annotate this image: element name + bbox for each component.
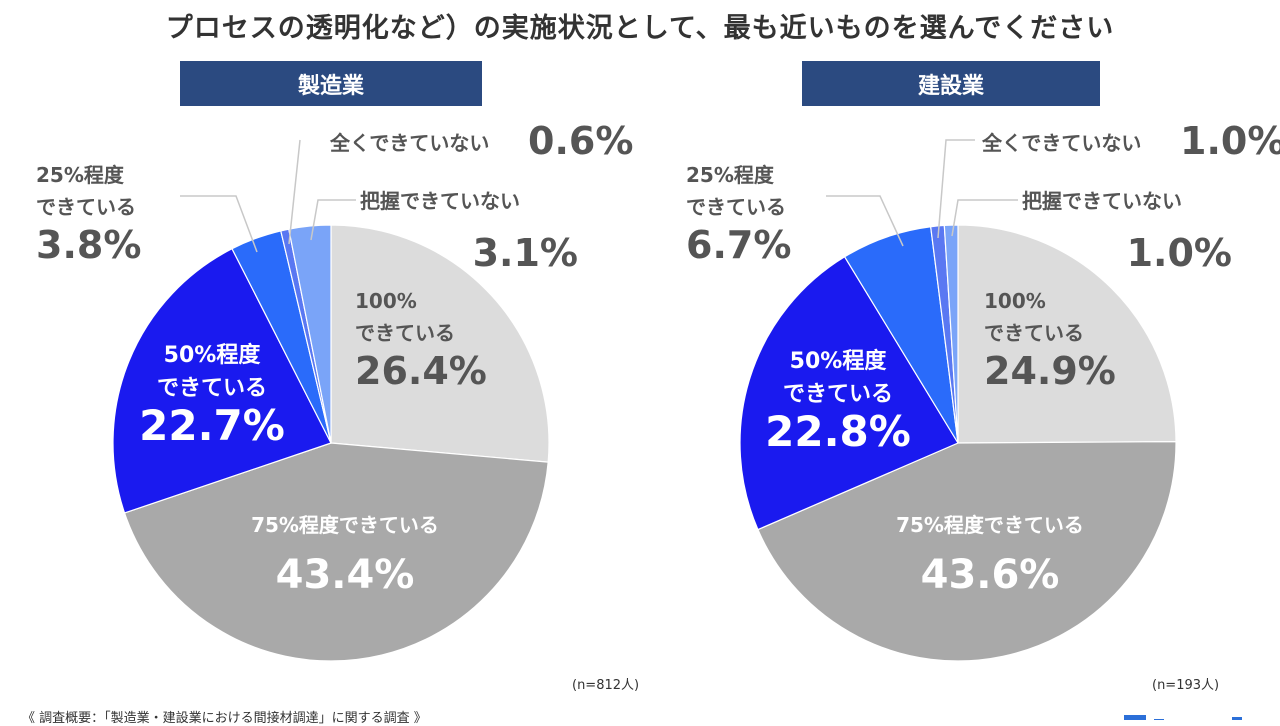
- slice-label-chart2-2: 75%程度できている 43.6%: [896, 513, 1084, 598]
- category-label: 25%程度: [36, 163, 125, 187]
- category-label: できている: [157, 376, 267, 401]
- pie-slice-chart1-6: [288, 224, 332, 444]
- value-label: 0.6%: [528, 119, 633, 163]
- category-label: 75%程度できている: [896, 513, 1084, 537]
- category-label: 全くできていない: [981, 131, 1141, 155]
- pie-slice-chart1-2: [123, 442, 549, 662]
- value-label: 3.1%: [473, 231, 578, 275]
- page-title: プロセスの透明化など）の実施状況として、最も近いものを選んでください: [165, 13, 1115, 44]
- slice-label-chart1-5: 全くできていない 0.6%: [329, 119, 633, 163]
- sample-size-construction: (n=193人): [1152, 678, 1220, 693]
- leader-line-chart2-3: [951, 199, 1018, 237]
- leader-line-chart2-2: [937, 139, 975, 239]
- category-label: 把握できていない: [1022, 189, 1182, 213]
- category-label: 100%: [984, 289, 1046, 313]
- pie-slice-chart1-1: [330, 224, 550, 463]
- category-label: できている: [783, 382, 893, 407]
- category-label: 50%程度: [790, 348, 888, 374]
- value-label: 24.9%: [984, 349, 1116, 393]
- slice-label-chart2-5: 全くできていない 1.0%: [981, 119, 1280, 163]
- sample-size-manufacturing: (n=812人): [572, 678, 640, 693]
- value-label: 43.4%: [276, 552, 415, 598]
- value-label: 43.6%: [921, 552, 1060, 598]
- category-label: できている: [686, 195, 786, 219]
- slice-label-chart1-6: 把握できていない 3.1%: [360, 189, 578, 275]
- category-label: 25%程度: [686, 163, 775, 187]
- value-label: 1.0%: [1127, 231, 1232, 275]
- pie-slice-chart1-3: [112, 247, 332, 514]
- leader-line-chart1-3: [310, 199, 356, 241]
- pie-slice-chart2-2: [757, 441, 1177, 662]
- value-label: 22.8%: [765, 407, 911, 456]
- value-label: 1.0%: [1180, 119, 1280, 163]
- category-label: できている: [984, 321, 1084, 345]
- chart-header-manufacturing: 製造業: [180, 61, 482, 106]
- slice-label-chart1-2: 75%程度できている 43.4%: [251, 513, 439, 598]
- chart-header-construction: 建設業: [802, 61, 1100, 106]
- category-label: 全くできていない: [329, 131, 489, 155]
- category-label: 75%程度できている: [251, 513, 439, 537]
- value-label: 22.7%: [139, 401, 285, 450]
- survey-footnote: 《 調査概要：「製造業・建設業における間接材調達」に関する調査 》: [22, 711, 427, 726]
- pie-slice-chart2-1: [957, 224, 1177, 444]
- slice-label-chart2-6: 把握できていない 1.0%: [1022, 189, 1232, 275]
- leader-line-chart2-1: [826, 195, 904, 247]
- category-label: 50%程度: [164, 342, 262, 368]
- slice-label-chart2-4: 25%程度できている 6.7%: [686, 163, 791, 267]
- slice-label-chart1-4: 25%程度できている 3.8%: [36, 163, 141, 267]
- leader-line-chart1-1: [180, 195, 258, 253]
- category-label: 100%: [355, 289, 417, 313]
- leader-line-chart1-2: [288, 139, 301, 245]
- value-label: 26.4%: [355, 349, 487, 393]
- pie-slice-chart2-3: [739, 255, 959, 531]
- category-label: できている: [36, 195, 136, 219]
- value-label: 3.8%: [36, 223, 141, 267]
- category-label: 把握できていない: [360, 189, 520, 213]
- value-label: 6.7%: [686, 223, 791, 267]
- slice-label-chart1-1: 100% できている 26.4%: [355, 289, 487, 393]
- pie-slice-chart2-6: [943, 224, 959, 444]
- slice-label-chart2-1: 100% できている 24.9%: [984, 289, 1116, 393]
- brand-logo: [1120, 708, 1270, 720]
- category-label: できている: [355, 321, 455, 345]
